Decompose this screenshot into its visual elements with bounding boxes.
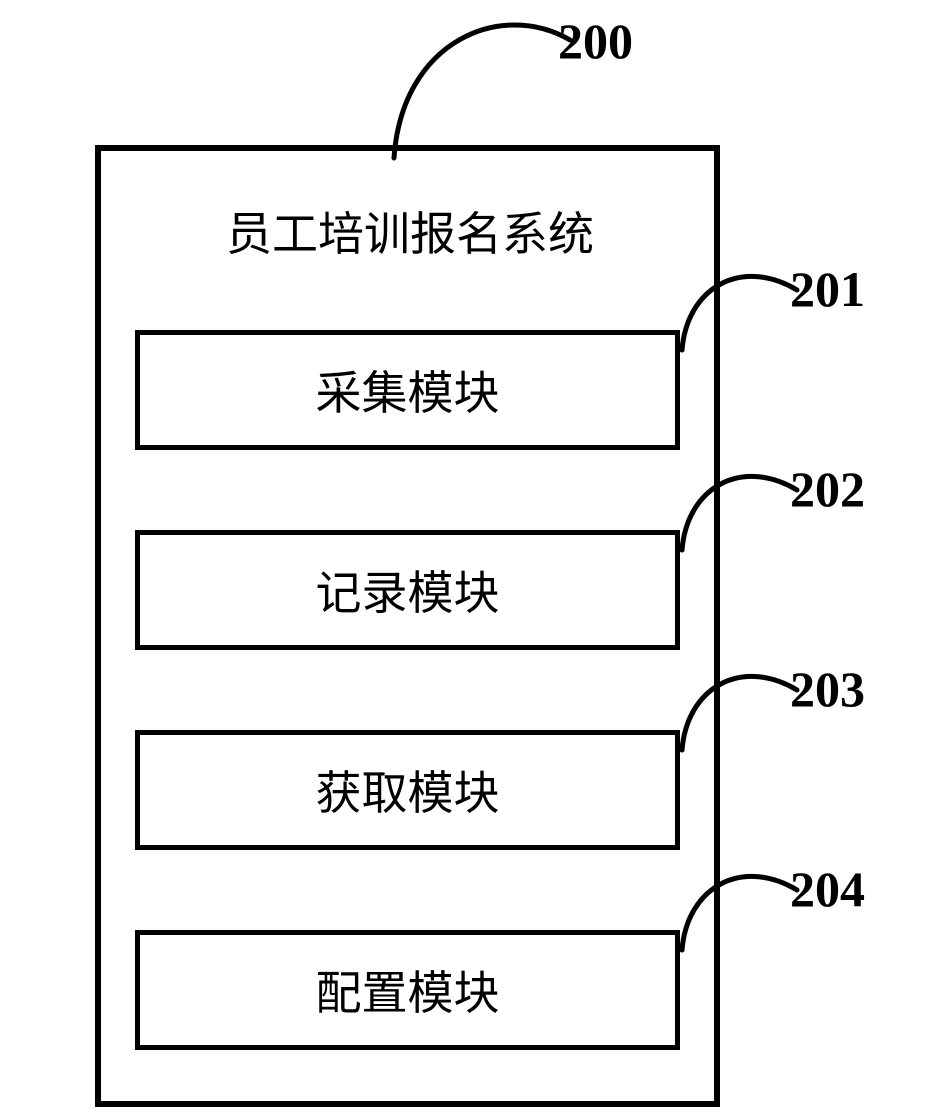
callout-label-203: 203 (790, 660, 865, 718)
module-box-203: 获取模块 (135, 730, 680, 850)
callout-label-200: 200 (558, 12, 633, 70)
callout-label-204: 204 (790, 860, 865, 918)
module-box-204: 配置模块 (135, 930, 680, 1050)
module-box-202: 记录模块 (135, 530, 680, 650)
module-label-204: 配置模块 (316, 957, 500, 1023)
system-title: 员工培训报名系统 (180, 198, 640, 264)
callout-leader-200 (382, 20, 572, 160)
module-label-203: 获取模块 (316, 757, 500, 823)
diagram-canvas: 员工培训报名系统 采集模块记录模块获取模块配置模块 200 201 202 203 20… (0, 0, 941, 1110)
module-label-202: 记录模块 (316, 557, 500, 623)
callout-label-201: 201 (790, 260, 865, 318)
module-label-201: 采集模块 (316, 357, 500, 423)
module-box-201: 采集模块 (135, 330, 680, 450)
callout-label-202: 202 (790, 460, 865, 518)
